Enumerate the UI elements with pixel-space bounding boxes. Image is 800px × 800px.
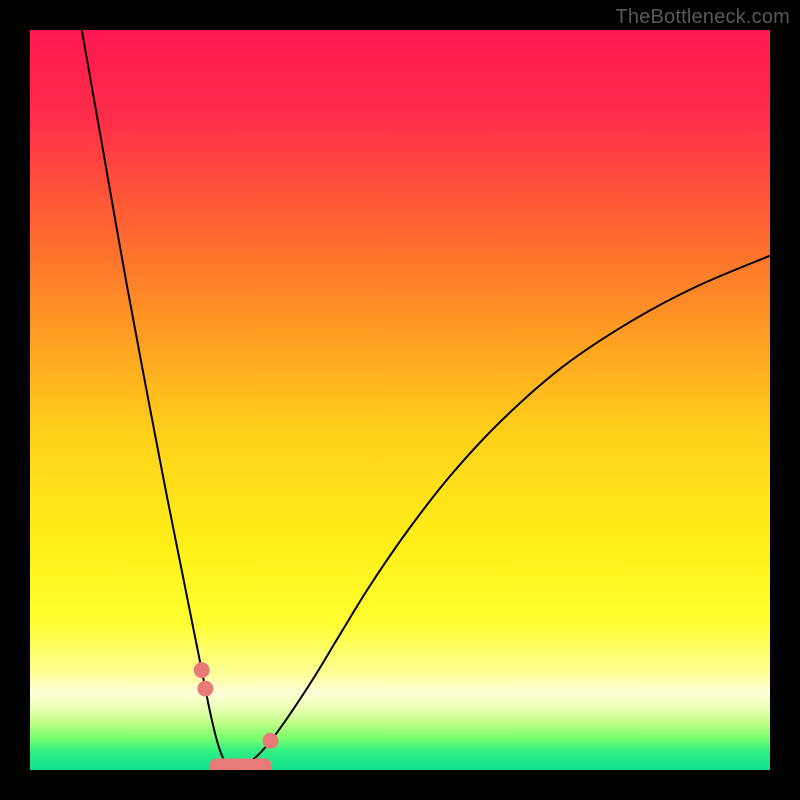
chart-background-gradient: [30, 30, 770, 770]
data-marker: [197, 681, 213, 697]
data-marker: [194, 662, 210, 678]
data-marker: [263, 733, 279, 749]
watermark-text: TheBottleneck.com: [615, 6, 790, 29]
chart-plot-area: [30, 30, 770, 770]
chart-outer-frame: [0, 0, 800, 800]
chart-svg: [30, 30, 770, 770]
